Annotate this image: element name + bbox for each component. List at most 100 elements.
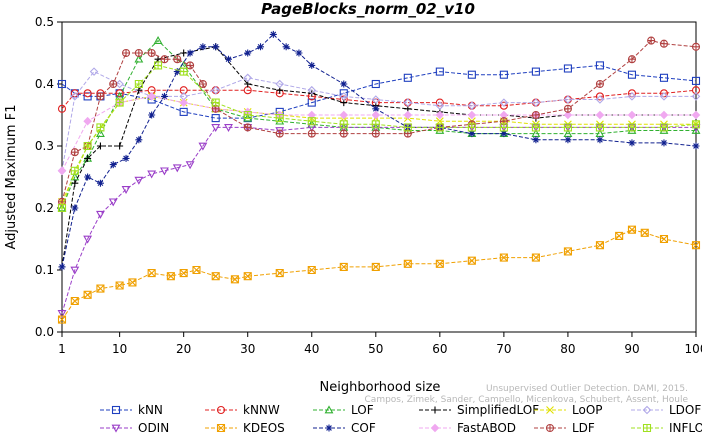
legend-item-ldof: LDOF [631,403,701,417]
data-point [83,116,92,126]
data-point [627,225,637,234]
series-line [61,229,697,320]
data-point [224,124,233,133]
data-point [216,423,226,433]
data-point [70,92,80,101]
plot-frame [61,21,697,333]
series-line [61,46,696,267]
series-layer [57,30,701,324]
data-point [403,73,412,82]
data-point [659,234,669,244]
y-tick-label: 0.2 [35,201,54,215]
data-point [660,139,668,147]
data-point [121,186,131,195]
x-tick-label: 50 [368,342,383,356]
data-point [192,265,201,275]
data-point [431,406,439,414]
data-point [691,42,701,51]
data-point [659,92,669,101]
data-point [96,142,104,150]
legend-label: LDF [572,421,595,434]
data-point [339,129,348,138]
data-point [371,262,380,271]
data-point [467,123,476,132]
watermark-line-2: Campos, Zimek, Sander, Campello, Micenko… [365,395,689,405]
data-point [275,79,285,89]
data-point [243,73,252,83]
series-kdeos [57,225,701,324]
series-line [61,64,697,209]
legend-label: KDEOS [243,421,285,434]
data-point [71,179,79,187]
data-point [324,405,334,414]
data-point [257,43,265,51]
legend-item-inflo: INFLO [631,421,702,434]
y-tick-label: 0.5 [35,15,54,29]
data-point [58,263,66,271]
data-point [179,67,188,76]
legend-item-cof: COF [313,421,376,434]
x-tick-label: 1 [58,342,66,356]
data-point [307,117,316,126]
x-tick-label: 100 [685,342,702,356]
data-point [691,92,701,101]
data-point [199,43,207,51]
data-point [691,110,701,120]
series-cof [58,30,700,271]
data-point [691,125,701,134]
data-point [403,98,413,107]
data-point [467,110,477,120]
data-point [186,61,195,70]
legend-label: LOF [351,403,374,417]
data-point [96,284,105,293]
data-point [111,405,121,415]
data-point [57,310,67,319]
data-point [325,424,333,432]
data-point [563,110,573,120]
data-point [115,79,124,89]
data-point [89,67,99,76]
legend-label: FastABOD [457,421,516,434]
data-point [275,269,284,278]
data-point [128,278,137,287]
watermark-line-1: Unsupervised Outlier Detection. DAMI, 20… [486,384,688,394]
data-point [372,105,380,113]
series-line [61,70,696,171]
data-point [148,111,156,119]
data-point [564,136,572,144]
data-point [691,76,701,85]
x-tick-label: 90 [624,342,639,356]
legend-label: kNNW [243,403,280,417]
y-tick-label: 0.3 [35,139,54,153]
data-point [627,110,637,120]
data-point [134,54,144,63]
data-point [307,129,316,138]
data-point [642,423,652,433]
data-point [307,265,316,275]
series-odin [57,124,701,319]
data-point [244,49,252,57]
data-point [340,80,348,88]
data-point [546,406,554,414]
data-point [212,43,220,51]
data-point [179,107,188,116]
data-point [691,120,701,129]
data-point [595,95,605,104]
data-point [160,92,168,100]
data-point [185,161,195,170]
data-point [371,110,381,120]
series-loop [58,92,700,206]
data-point [615,231,624,240]
x-tick-label: 20 [176,342,191,356]
data-point [211,85,220,95]
y-axis-label: Adjusted Maximum F1 [4,105,19,250]
data-point [57,79,67,89]
series-ldf [57,36,701,206]
legend-label: INFLO [669,421,702,434]
data-point [499,98,509,107]
data-point [467,256,476,265]
data-point [109,79,118,89]
data-point [70,148,79,157]
data-point [371,129,380,138]
data-point [691,86,701,95]
